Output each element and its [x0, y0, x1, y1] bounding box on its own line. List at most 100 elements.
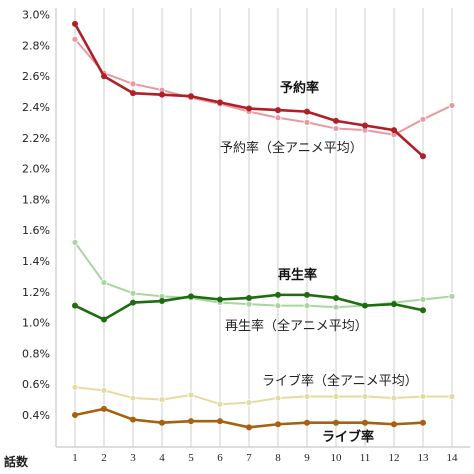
data-point: [188, 418, 194, 425]
y-tick-label: 2.8%: [22, 39, 50, 52]
y-tick-label: 1.6%: [22, 224, 50, 237]
data-point: [71, 239, 79, 246]
data-point: [71, 35, 79, 43]
data-point: [159, 298, 165, 305]
data-point: [419, 115, 427, 123]
data-point: [72, 412, 78, 418]
data-point: [130, 90, 136, 97]
data-point: [304, 291, 310, 298]
x-tick-label: 8: [275, 452, 281, 464]
data-point: [419, 393, 427, 400]
data-point: [275, 291, 281, 298]
x-tick-label: 7: [246, 452, 252, 464]
series-1: [72, 20, 426, 160]
data-point: [420, 307, 426, 314]
data-point: [216, 400, 224, 408]
series-label: 再生率（全アニメ平均）: [225, 318, 368, 334]
data-point: [100, 279, 108, 286]
data-point: [303, 393, 311, 400]
data-point: [130, 299, 136, 306]
y-tick-label: 1.2%: [22, 286, 50, 299]
series-4: [71, 383, 456, 408]
x-tick-label: 2: [101, 452, 107, 464]
data-point: [217, 296, 223, 303]
x-tick-label: 9: [304, 452, 310, 464]
data-point: [72, 20, 78, 27]
series-0: [71, 35, 456, 139]
data-point: [188, 293, 194, 300]
data-point: [362, 302, 368, 309]
data-point: [362, 122, 368, 129]
data-point: [448, 102, 456, 109]
data-point: [159, 91, 165, 98]
data-point: [274, 302, 282, 310]
x-tick-label: 11: [360, 452, 371, 464]
series-label: ライブ率: [322, 429, 374, 445]
y-tick-label: 1.8%: [22, 193, 50, 206]
data-point: [246, 424, 252, 431]
data-point: [188, 93, 194, 100]
data-point: [333, 294, 339, 301]
data-point: [275, 421, 281, 428]
data-point: [303, 119, 311, 126]
data-point: [130, 416, 136, 423]
x-tick-label: 14: [447, 452, 459, 464]
y-tick-label: 2.2%: [22, 132, 50, 145]
data-point: [333, 419, 339, 426]
series-line: [74, 386, 452, 406]
data-point: [332, 125, 340, 132]
data-point: [101, 405, 107, 412]
y-tick-label: 3.0%: [22, 9, 50, 22]
data-point: [129, 80, 137, 88]
series-5: [72, 405, 426, 431]
x-tick-label: 6: [217, 452, 223, 464]
data-point: [390, 394, 398, 402]
data-point: [362, 419, 368, 426]
data-point: [391, 301, 397, 308]
data-point: [275, 107, 281, 114]
y-tick-label: 0.4%: [22, 409, 50, 422]
series-label: 予約率（全アニメ平均）: [220, 140, 363, 156]
y-tick-labels: 0.4% 0.6% 0.8% 1.0% 1.2% 1.4% 1.6% 1.8% 2.0% 2.2%…: [22, 9, 50, 422]
data-point: [187, 391, 195, 399]
data-point: [159, 419, 165, 426]
data-point: [158, 396, 166, 404]
data-point: [448, 393, 456, 400]
data-point: [420, 153, 426, 160]
data-point: [332, 303, 340, 311]
x-axis-label: 話数: [4, 454, 29, 469]
y-tick-label: 0.6%: [22, 378, 50, 391]
data-point: [448, 293, 456, 300]
series-line: [74, 38, 453, 136]
y-tick-label: 2.4%: [22, 101, 50, 114]
data-point: [304, 419, 310, 426]
data-point: [245, 300, 253, 308]
data-point: [303, 302, 311, 310]
data-point: [420, 419, 426, 426]
data-point: [101, 316, 107, 323]
x-tick-label: 10: [331, 452, 343, 464]
x-tick-label: 13: [418, 452, 430, 464]
data-point: [361, 393, 369, 400]
series-2: [71, 239, 456, 311]
data-point: [304, 108, 310, 115]
grid-lines: [74, 8, 453, 447]
data-point: [101, 73, 107, 80]
y-tick-label: 1.4%: [22, 255, 50, 268]
series-label: 予約率: [280, 80, 319, 96]
data-point: [129, 289, 137, 297]
data-point: [274, 394, 282, 402]
y-tick-label: 1.0%: [22, 317, 50, 330]
x-tick-label: 12: [389, 452, 400, 464]
series-label: 再生率: [278, 267, 317, 283]
y-tick-label: 2.6%: [22, 70, 50, 83]
series-3: [72, 291, 426, 323]
data-point: [246, 294, 252, 301]
data-point: [245, 399, 253, 407]
data-point: [246, 105, 252, 112]
y-tick-label: 2.0%: [22, 163, 50, 176]
data-point: [217, 99, 223, 106]
data-point: [332, 393, 340, 400]
